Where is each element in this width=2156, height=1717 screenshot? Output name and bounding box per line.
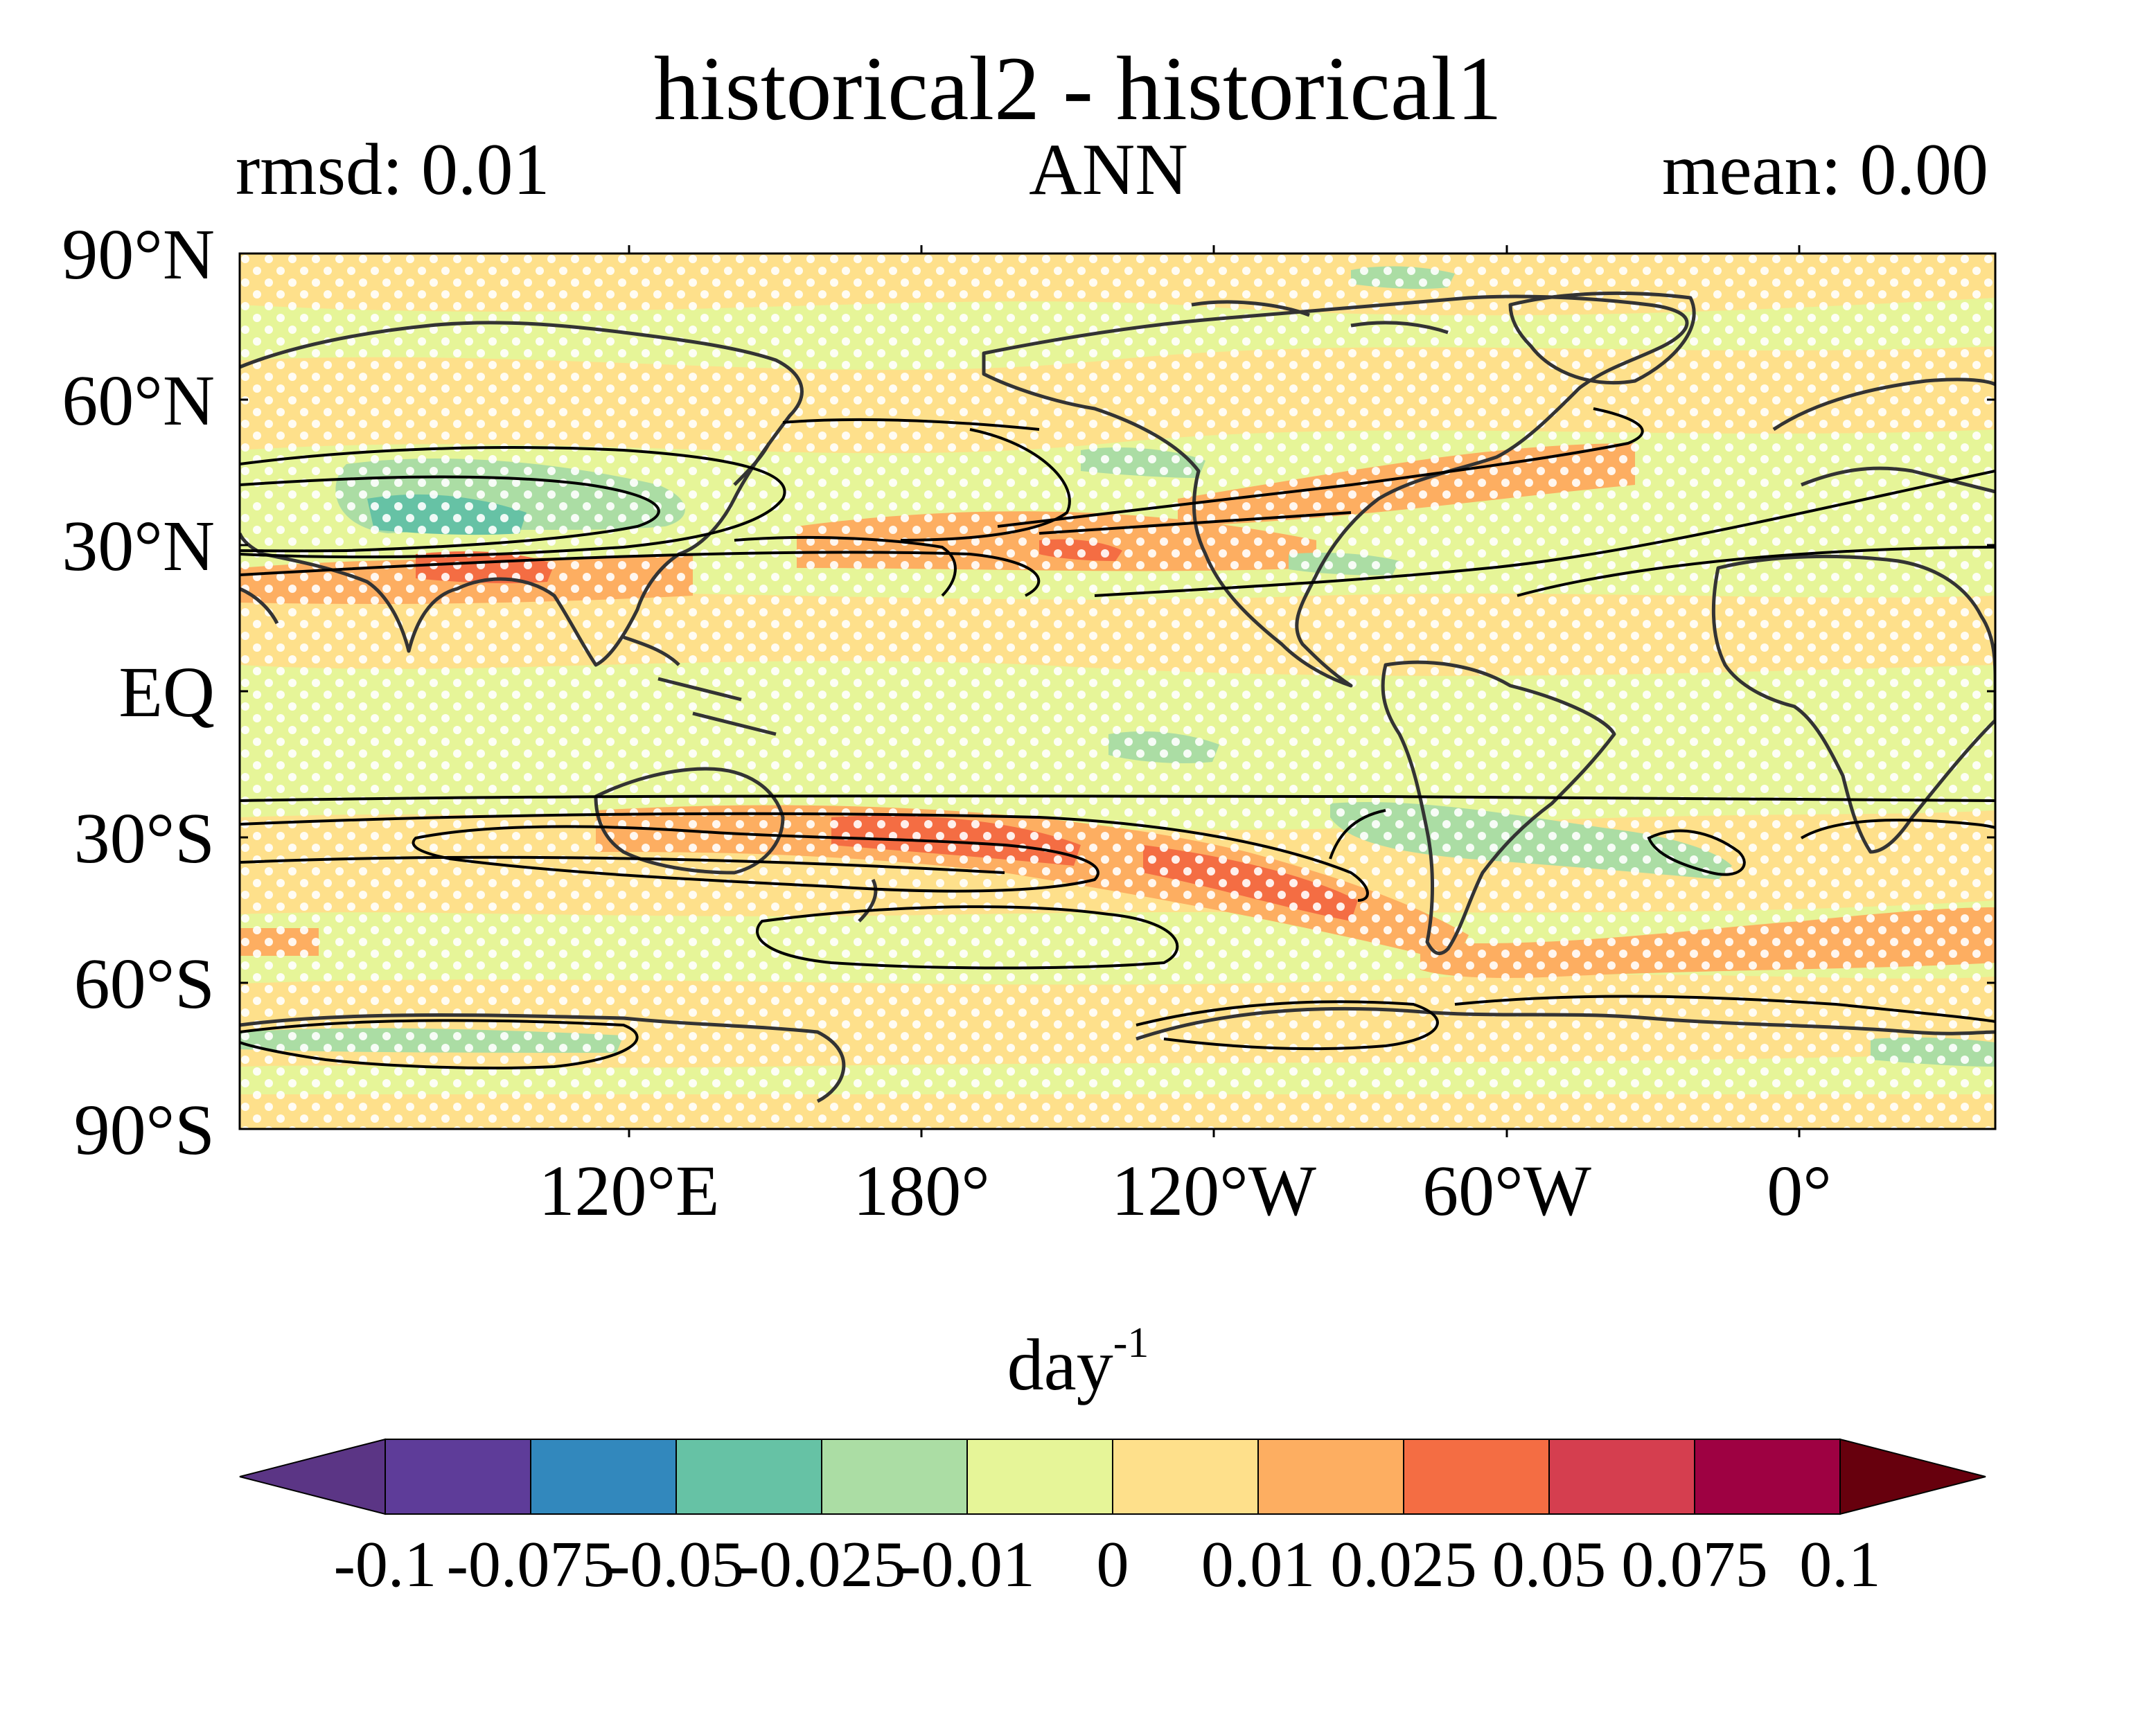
colorbar-segment	[821, 1439, 968, 1515]
lon-label-0: 0°	[1767, 1151, 1832, 1231]
colorbar-tick-label: -0.025	[737, 1529, 906, 1601]
axis-ticks	[240, 245, 1995, 1137]
lon-label-120w: 120°W	[1111, 1151, 1316, 1231]
lon-label-180: 180°	[853, 1151, 990, 1231]
colorbar-tick-label: 0.05	[1492, 1529, 1607, 1601]
map-panel	[240, 253, 1995, 1129]
lon-label-120e: 120°E	[538, 1151, 720, 1231]
unit-exponent: -1	[1113, 1319, 1149, 1367]
lat-label-eq: EQ	[118, 652, 215, 732]
colorbar-tick-label: -0.01	[899, 1529, 1035, 1601]
colorbar-over-extend	[1839, 1438, 1986, 1515]
lat-label-60s: 60°S	[73, 944, 215, 1024]
colorbar-segment	[966, 1439, 1113, 1515]
lat-label-30s: 30°S	[73, 799, 215, 878]
colorbar-segment	[530, 1439, 677, 1515]
colorbar-tick-label: 0.01	[1201, 1529, 1316, 1601]
colorbar-tick-label: -0.1	[333, 1529, 437, 1601]
colorbar-tick-label: 0.075	[1621, 1529, 1768, 1601]
lat-label-30n: 30°N	[62, 506, 215, 586]
colorbar-segment	[1548, 1439, 1695, 1515]
season-label: ANN	[1029, 129, 1188, 210]
colorbar-tick-label: 0.1	[1799, 1529, 1881, 1601]
lon-label-60w: 60°W	[1422, 1151, 1591, 1231]
colorbar-segment	[1112, 1439, 1259, 1515]
colorbar-segment	[385, 1439, 531, 1515]
colorbar-unit: day-1	[0, 1319, 2156, 1407]
colorbar-tick-label: 0.025	[1330, 1529, 1477, 1601]
colorbar	[239, 1438, 1986, 1515]
map-title: historical2 - historical1	[653, 37, 1503, 139]
lat-label-90s: 90°S	[73, 1090, 215, 1170]
colorbar-tick-label: 0	[1096, 1529, 1129, 1601]
significance-stipple	[240, 253, 1995, 1129]
colorbar-segment	[1403, 1439, 1550, 1515]
unit-base: day	[1007, 1324, 1113, 1405]
rmsd-label: rmsd: 0.01	[236, 129, 550, 210]
colorbar-segment	[675, 1439, 822, 1515]
lat-label-60n: 60°N	[62, 361, 215, 441]
climatology-contours	[240, 407, 1995, 1069]
lat-label-90n: 90°N	[62, 215, 215, 294]
colorbar-segment	[1694, 1439, 1841, 1515]
coastlines	[240, 291, 1995, 1103]
colorbar-segment	[1257, 1439, 1404, 1515]
colorbar-tick-label: -0.05	[608, 1529, 744, 1601]
mean-label: mean: 0.00	[1662, 129, 1988, 210]
colorbar-under-extend	[239, 1438, 386, 1515]
colorbar-tick-label: -0.075	[446, 1529, 615, 1601]
